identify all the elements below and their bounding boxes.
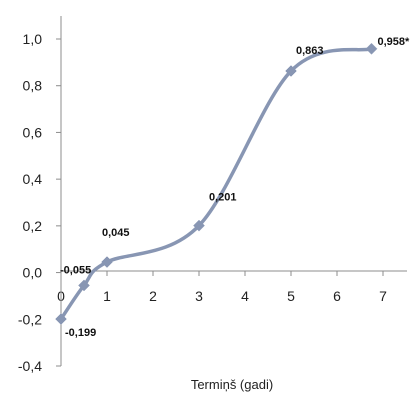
y-axis: -0,4 -0,2 0,0 0,2 0,4 0,6 0,8 1,0 xyxy=(18,16,62,374)
data-point-marker xyxy=(101,256,113,268)
y-tick-label: 0,6 xyxy=(23,124,43,140)
x-tick-label: 1 xyxy=(103,288,111,304)
series-layer xyxy=(55,42,378,325)
x-tick-label: 4 xyxy=(241,288,249,304)
data-point-marker xyxy=(55,313,67,325)
y-tick-label: -0,2 xyxy=(18,311,42,327)
data-point-marker xyxy=(193,219,205,232)
data-point-marker xyxy=(365,42,378,55)
x-tick-label: 5 xyxy=(287,288,295,304)
data-label: 0,201 xyxy=(209,192,237,204)
series-line xyxy=(59,47,374,321)
data-label: 0,863 xyxy=(296,45,324,57)
y-tick-labels: -0,4 -0,2 0,0 0,2 0,4 0,6 0,8 1,0 xyxy=(18,31,42,374)
data-label: -0,199 xyxy=(65,327,96,339)
y-tick-label: 0,2 xyxy=(23,218,43,234)
data-point-marker xyxy=(78,279,90,292)
y-tick-label: 0,8 xyxy=(23,78,43,94)
data-label: 0,958* xyxy=(378,36,411,48)
y-tick-label: 0,0 xyxy=(23,265,43,281)
x-tick-labels: 01234567 xyxy=(57,288,387,304)
x-tick-marks xyxy=(106,271,384,276)
x-tick-label: 3 xyxy=(195,288,203,304)
y-tick-label: -0,4 xyxy=(18,358,42,374)
x-axis-title: Termiņš (gadi) xyxy=(191,377,273,392)
x-axis: 01234567 Termiņš (gadi) xyxy=(57,270,407,392)
x-tick-label: 2 xyxy=(149,288,157,304)
data-labels: -0,199 -0,055 0,045 0,201 0,863 0,958* xyxy=(60,36,410,339)
x-tick-label: 7 xyxy=(379,288,387,304)
data-point-marker xyxy=(285,65,297,77)
data-label: -0,055 xyxy=(60,264,91,276)
x-tick-label: 6 xyxy=(333,288,341,304)
y-tick-label: 0,4 xyxy=(23,171,43,187)
y-tick-label: 1,0 xyxy=(23,31,43,47)
data-label: 0,045 xyxy=(102,227,130,239)
